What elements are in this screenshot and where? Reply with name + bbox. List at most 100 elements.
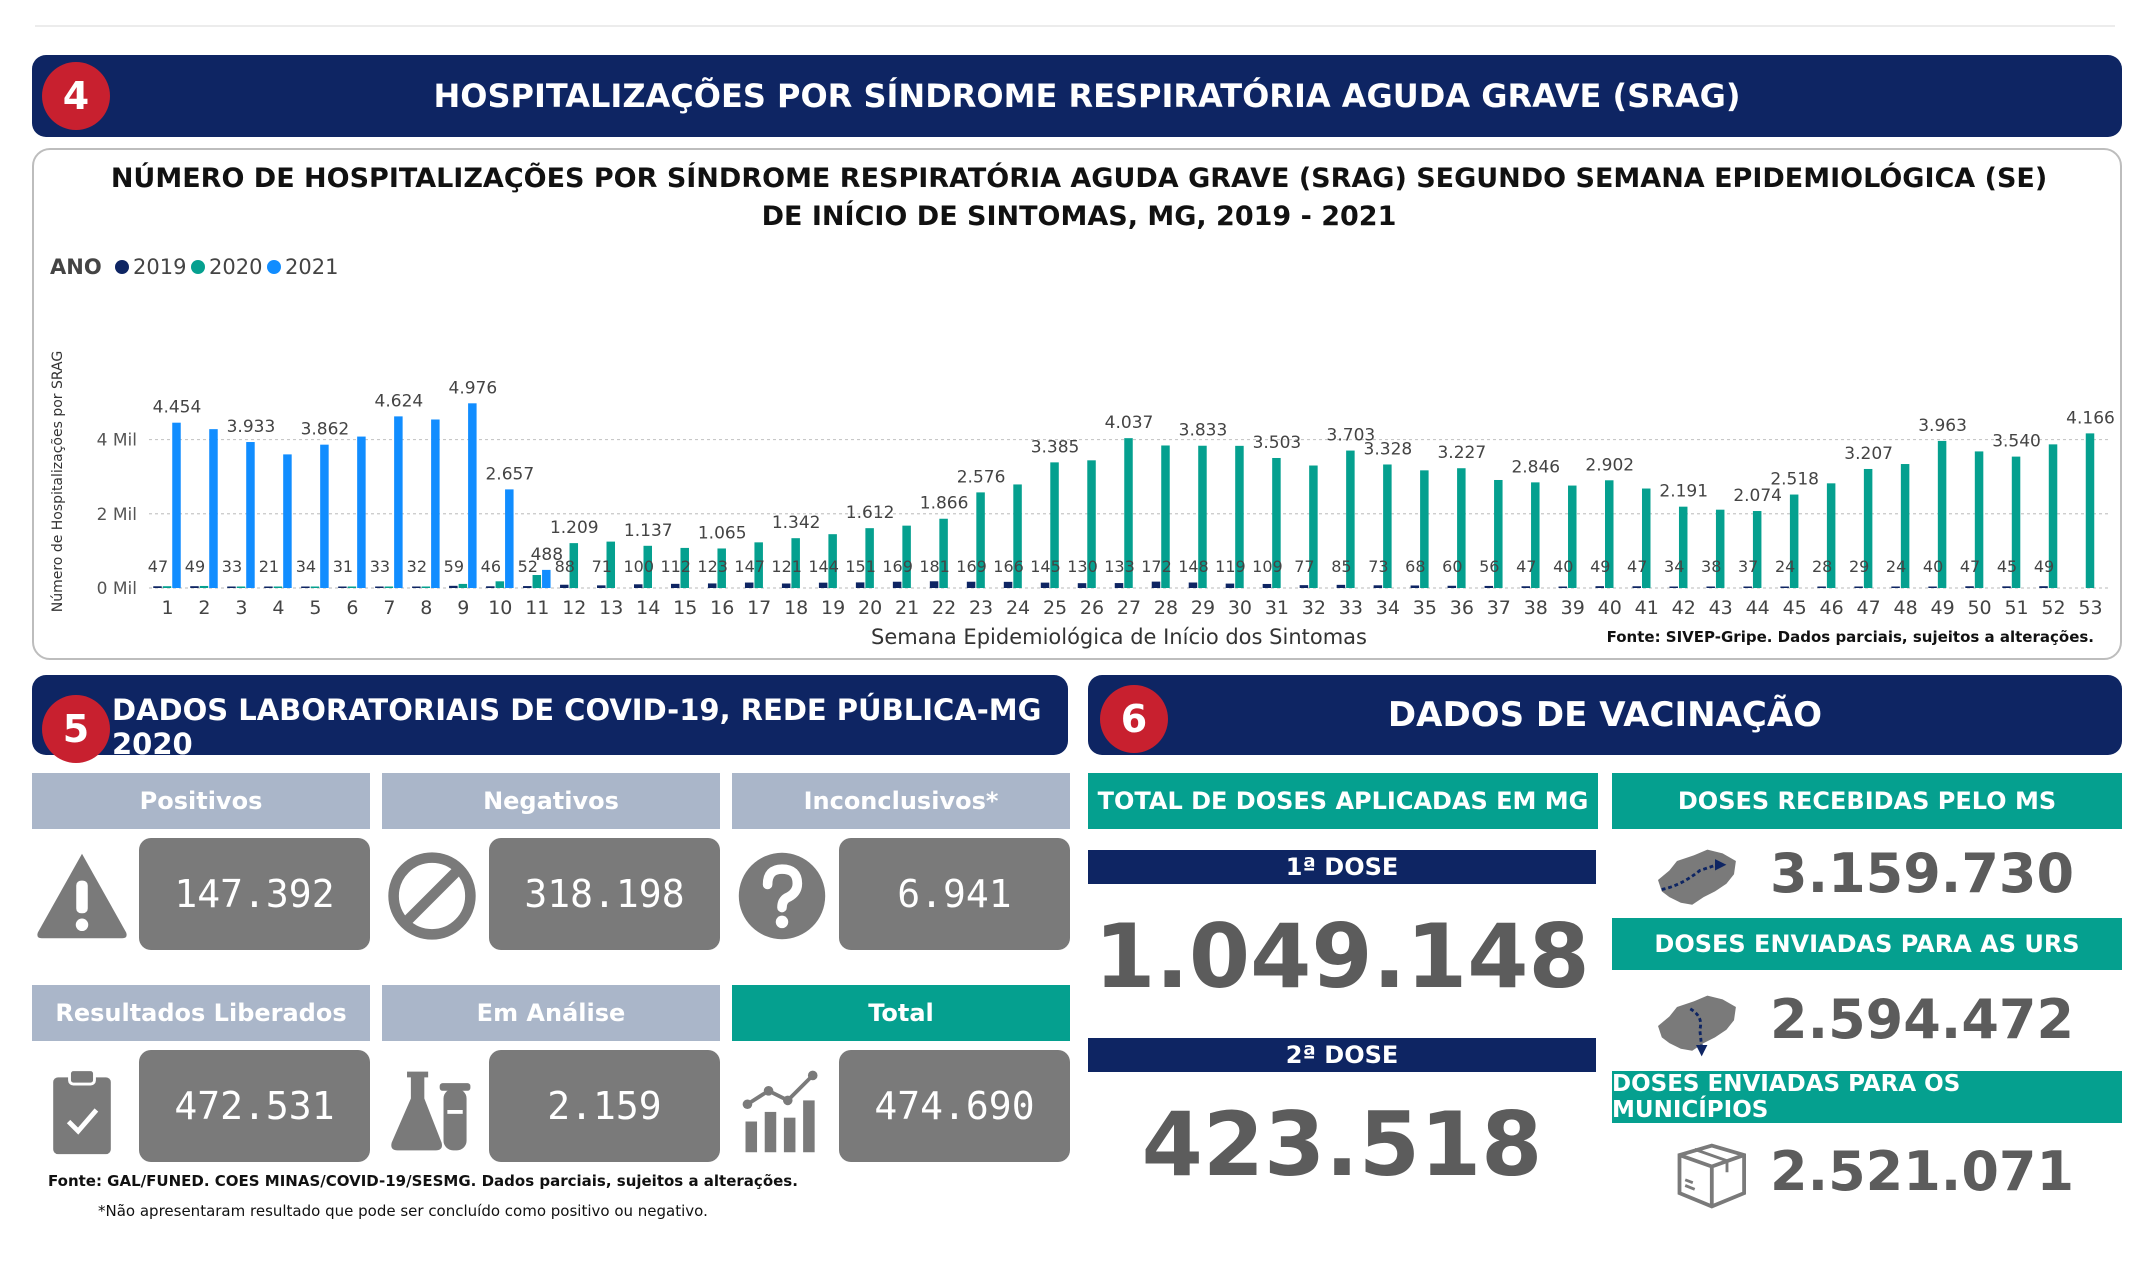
bar-2019-se-52: [2039, 586, 2048, 588]
bar-2020-se-7: [384, 586, 394, 588]
x-tick-label: 41: [1635, 597, 1659, 619]
clipboard-check-icon: [53, 1068, 111, 1155]
data-label-2019: 77: [1294, 557, 1314, 576]
data-label-2019: 49: [2034, 557, 2054, 576]
legend-label-2020: 2020: [209, 255, 262, 279]
data-label-2020: 1.065: [698, 523, 747, 543]
bar-2020-se-4: [273, 586, 283, 588]
data-label-2020: 3.207: [1844, 444, 1893, 464]
data-label-2019: 47: [1627, 557, 1647, 576]
x-tick-label: 36: [1450, 597, 1474, 619]
x-tick-label: 12: [562, 597, 586, 619]
bar-2020-se-5: [310, 586, 320, 588]
x-tick-label: 33: [1339, 597, 1363, 619]
data-label-2019: 31: [333, 557, 353, 576]
negativos-header: Negativos: [382, 773, 720, 829]
bar-2020-se-3: [236, 586, 246, 588]
section-title: DADOS DE VACINAÇÃO: [1387, 695, 1823, 735]
x-tick-label: 28: [1154, 597, 1178, 619]
bar-2019-se-21: [892, 581, 902, 588]
data-label-2019: 28: [1812, 557, 1832, 576]
x-tick-label: 23: [969, 597, 993, 619]
bar-2019-se-30: [1225, 583, 1235, 588]
data-label-2019: 59: [444, 557, 464, 576]
x-tick-label: 18: [784, 597, 808, 619]
bar-2019-se-3: [227, 586, 236, 588]
legend-label-2019: 2019: [133, 255, 186, 279]
bar-2020-se-47: [1863, 468, 1873, 588]
chart-title: NÚMERO DE HOSPITALIZAÇÕES POR SÍNDROME R…: [110, 163, 2048, 232]
bar-2020-se-24: [1013, 484, 1022, 588]
bar-2019-se-19: [818, 582, 828, 588]
data-label-2020: 2.074: [1733, 486, 1782, 506]
bar-2019-se-49: [1928, 586, 1937, 588]
data-label-2019: 169: [882, 557, 913, 576]
data-label-2020: 3.385: [1031, 437, 1080, 457]
bar-2020-se-34: [1383, 464, 1392, 588]
legend-title: ANO: [50, 255, 102, 279]
bar-2020-se-11: [532, 575, 542, 588]
x-tick-label: 14: [636, 597, 660, 619]
data-label-2021: 4.454: [153, 398, 202, 418]
bar-2020-se-39: [1568, 485, 1577, 588]
data-label-2019: 123: [697, 557, 728, 576]
legend-swatch-2020: [191, 260, 205, 274]
x-tick-label: 16: [710, 597, 734, 619]
bar-2019-se-18: [781, 583, 791, 588]
bar-2020-se-33: [1346, 450, 1355, 588]
data-label-2019: 33: [370, 557, 390, 576]
bar-2020-se-53: [2085, 433, 2095, 588]
data-label-2019: 49: [185, 557, 205, 576]
bar-2019-se-12: [560, 584, 569, 588]
bar-2019-se-9: [449, 585, 458, 588]
top-divider: [35, 25, 2115, 27]
bar-2020-se-26: [1087, 460, 1096, 588]
data-label-2021: 488: [531, 545, 563, 565]
bar-2020-se-35: [1420, 470, 1429, 588]
data-label-2020: 4.166: [2066, 408, 2115, 428]
bar-2019-se-37: [1484, 585, 1494, 588]
resultados-liberados-header: Resultados Liberados: [32, 985, 370, 1041]
section-title: HOSPITALIZAÇÕES POR SÍNDROME RESPIRATÓRI…: [433, 77, 1741, 115]
positivos-value: 147.392: [139, 838, 370, 950]
data-label-2019: 46: [481, 557, 501, 576]
bar-2019-se-45: [1780, 586, 1789, 588]
x-tick-label: 35: [1413, 597, 1437, 619]
x-tick-label: 43: [1709, 597, 1733, 619]
bar-2019-se-17: [744, 582, 754, 588]
data-label-2020: 2.576: [957, 467, 1006, 487]
bar-2019-se-43: [1706, 586, 1715, 588]
bar-2020-se-27: [1124, 438, 1133, 588]
x-tick-label: 32: [1302, 597, 1326, 619]
section-6-banner: 6 DADOS DE VACINAÇÃO: [1088, 675, 2122, 755]
data-label-2020: 3.227: [1437, 443, 1486, 463]
x-tick-label: 39: [1561, 597, 1585, 619]
data-label-2019: 47: [1516, 557, 1536, 576]
bar-2020-se-13: [606, 541, 616, 588]
bar-2019-se-20: [855, 582, 865, 588]
data-label-2020: 1.342: [772, 513, 821, 533]
data-label-2021: 3.933: [227, 417, 276, 437]
bar-2020-se-23: [976, 492, 985, 588]
data-label-2019: 130: [1067, 557, 1098, 576]
legend-swatch-2019: [115, 260, 129, 274]
resultados-liberados-value: 472.531: [139, 1050, 370, 1162]
data-label-2019: 109: [1252, 557, 1283, 576]
lab-flask-icon: [391, 1071, 471, 1151]
data-label-2019: 21: [259, 557, 279, 576]
section-title: DADOS LABORATORIAIS DE COVID-19, REDE PÚ…: [112, 693, 1042, 761]
data-label-2019: 88: [555, 557, 575, 576]
bar-2019-se-8: [412, 586, 421, 588]
data-label-2019: 144: [808, 557, 839, 576]
x-tick-label: 24: [1006, 597, 1030, 619]
data-label-2019: 133: [1104, 557, 1135, 576]
bar-2020-se-18: [791, 538, 800, 588]
data-label-2019: 151: [845, 557, 876, 576]
bar-2019-se-50: [1965, 586, 1974, 588]
bar-2020-se-44: [1752, 511, 1762, 588]
x-tick-label: 40: [1598, 597, 1622, 619]
data-label-2019: 85: [1331, 557, 1351, 576]
x-tick-label: 19: [821, 597, 845, 619]
data-label-2020: 1.137: [624, 521, 673, 541]
data-label-2019: 38: [1701, 557, 1721, 576]
